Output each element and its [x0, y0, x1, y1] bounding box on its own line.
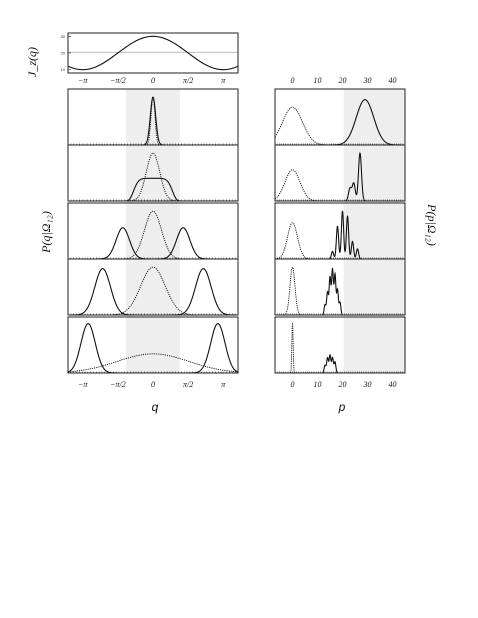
q-xtick-label: −π [78, 380, 88, 389]
p-xlabel: p [338, 400, 346, 414]
p-top-xtick-label: 10 [314, 76, 322, 85]
q-top-xtick-label: π/2 [183, 76, 193, 85]
jz-ytick-label: 30 [61, 34, 66, 39]
jz-panel: 30 20 10 [61, 32, 239, 74]
p-distribution-panels: 0 0 10 10 20 20 30 30 40 40 [274, 76, 406, 389]
q-distribution-panels: −π −π −π/2 −π/2 0 0 π/2 π/2 π π [67, 76, 239, 389]
p-top-xtick-label: 30 [363, 76, 372, 85]
q-xtick-label: π [221, 380, 226, 389]
q-shaded-region [126, 89, 180, 373]
q-dashed-curve [67, 353, 239, 373]
p-top-xtick-label: 20 [339, 76, 347, 85]
p-xtick-label: 20 [339, 380, 347, 389]
q-xtick-label: 0 [151, 380, 155, 389]
q-top-xtick-label: −π [78, 76, 88, 85]
p-xtick-label: 10 [314, 380, 322, 389]
q-xtick-label: −π/2 [110, 380, 126, 389]
p-xtick-label: 30 [363, 380, 372, 389]
p-xtick-label: 40 [389, 380, 397, 389]
q-xlabel: q [152, 400, 159, 414]
jz-ylabel: J_z(q) [25, 47, 39, 77]
p-top-xtick-label: 40 [389, 76, 397, 85]
p-xtick-label: 0 [291, 380, 295, 389]
p-ylabel: P(p|Ω₁₂) [425, 203, 439, 246]
p-shaded-region [343, 89, 405, 373]
q-ylabel: P(q|Ω₁₂) [39, 211, 53, 254]
q-top-xtick-label: π [221, 76, 226, 85]
q-xtick-label: π/2 [183, 380, 193, 389]
q-top-xtick-label: 0 [151, 76, 155, 85]
jz-curve [67, 35, 239, 71]
jz-ytick-label: 20 [61, 51, 66, 56]
p-top-xtick-label: 0 [291, 76, 295, 85]
q-top-xtick-label: −π/2 [110, 76, 126, 85]
jz-frame [67, 32, 239, 74]
jz-ytick-label: 10 [61, 67, 66, 72]
